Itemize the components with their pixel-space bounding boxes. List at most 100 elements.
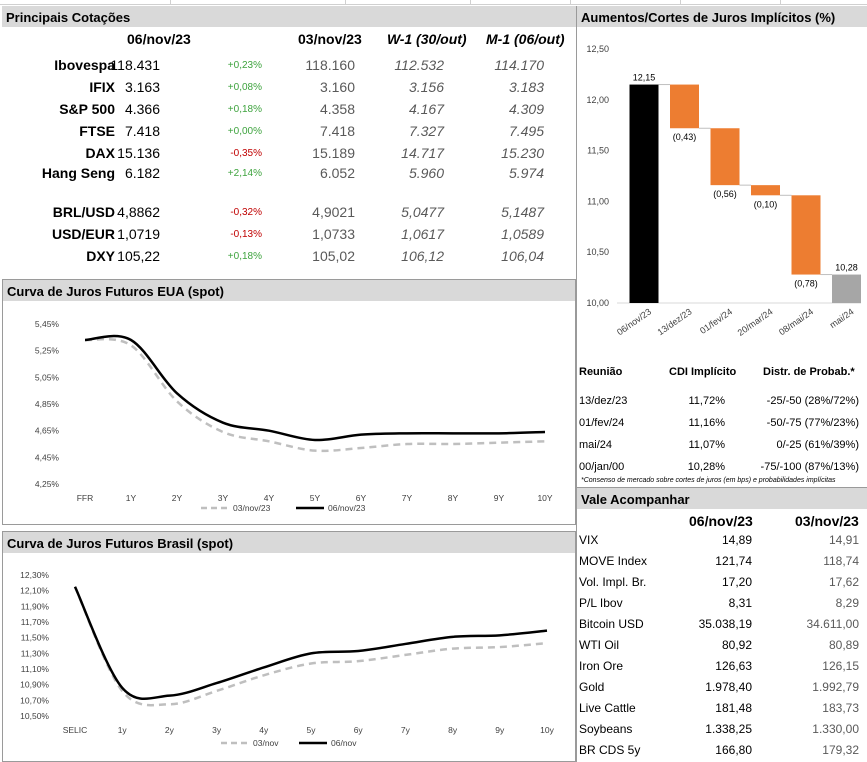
us-curve-title: Curva de Juros Futuros EUA (spot) [3, 280, 575, 301]
watch-current: 35.038,19 [698, 617, 752, 631]
quote-current: 6.182 [124, 165, 160, 181]
data-label: 12,15 [633, 73, 656, 83]
watch-prev: 34.611,00 [806, 617, 860, 631]
quote-name: BRL/USD [52, 204, 115, 220]
y-tick-label: 11,50 [587, 146, 609, 156]
watch-current: 8,31 [728, 596, 752, 610]
watch-current: 126,63 [715, 659, 752, 673]
y-tick-label: 10,90% [20, 680, 49, 690]
quote-m1: 1,0589 [501, 226, 544, 242]
x-tick-label: 8Y [448, 493, 459, 503]
x-tick-label: 3y [212, 725, 222, 735]
quote-change: +0,23% [227, 60, 262, 71]
quote-prev: 118.160 [305, 57, 355, 73]
quote-name: S&P 500 [59, 101, 115, 117]
quote-name: DXY [86, 248, 115, 264]
x-tick-label: 4y [259, 725, 269, 735]
watch-current: 1.338,25 [705, 722, 752, 736]
quote-m1: 106,04 [501, 248, 544, 264]
y-tick-label: 5,05% [35, 372, 60, 382]
watch-name: BR CDS 5y [579, 743, 641, 757]
quote-m1: 4.309 [508, 101, 544, 117]
waterfall-bar [791, 195, 821, 275]
watch-name: Live Cattle [579, 701, 636, 715]
watch-current: 121,74 [715, 554, 752, 568]
waterfall-chart: 10,00 10,50 11,00 11,50 12,00 12,50 12,15 (0,43… [586, 44, 861, 338]
rates-meeting: 01/fev/24 [579, 417, 625, 429]
waterfall-bar [710, 128, 740, 186]
rates-cdi: 11,07% [688, 439, 726, 451]
x-tick-label: SELIC [63, 725, 88, 735]
quote-name: DAX [85, 145, 115, 161]
rates-meeting: 00/jan/00 [579, 461, 625, 473]
quote-name: IFIX [89, 79, 115, 95]
quote-w1: 4.167 [408, 101, 444, 117]
quote-w1: 5.960 [408, 165, 444, 181]
quote-w1: 14.717 [401, 145, 444, 161]
rates-prob: 0/-25 (61%/39%) [776, 439, 859, 451]
quote-current: 105,22 [117, 248, 160, 264]
quote-current: 1,0719 [117, 226, 160, 242]
waterfall-bar [670, 84, 699, 129]
watch-prev: 17,62 [828, 575, 859, 589]
x-tick-label: FFR [77, 493, 94, 503]
x-tick-label: 5y [307, 725, 317, 735]
series-line-current [84, 334, 546, 442]
x-tick-label: 1Y [126, 493, 137, 503]
x-tick-label: 9y [495, 725, 505, 735]
y-tick-label: 10,70% [20, 695, 49, 705]
quote-change: -0,13% [230, 229, 262, 240]
x-tick-label: 8y [448, 725, 458, 735]
y-tick-label: 12,10% [20, 586, 49, 596]
watch-name: Bitcoin USD [579, 617, 644, 631]
quote-w1: 112.532 [394, 57, 444, 73]
data-label: (0,10) [754, 199, 778, 209]
x-tick-label: 4Y [264, 493, 275, 503]
quote-prev: 6.052 [319, 165, 355, 181]
waterfall-bar [832, 274, 861, 303]
watch-name: Gold [579, 680, 605, 694]
y-tick-label: 4,65% [35, 426, 60, 436]
quote-change: +0,18% [227, 251, 262, 262]
waterfall-panel: Aumentos/Cortes de Juros Implícitos (%) … [577, 6, 867, 360]
col-header-m1: M-1 (06/out) [486, 31, 565, 47]
y-tick-label: 11,50% [21, 633, 50, 643]
quote-current: 118.431 [110, 57, 160, 73]
col-header-prev: 03/nov/23 [298, 31, 362, 47]
legend-label: 03/nov/23 [233, 503, 271, 513]
y-tick-label: 11,90% [21, 601, 50, 611]
data-label: (0,78) [794, 279, 818, 289]
y-tick-label: 12,00 [586, 95, 609, 105]
x-tick-label: 20/mar/24 [736, 306, 775, 337]
br-curve-title: Curva de Juros Futuros Brasil (spot) [3, 532, 575, 553]
x-tick-label: 6y [354, 725, 364, 735]
x-tick-label: 2Y [172, 493, 183, 503]
quote-prev: 4.358 [319, 101, 355, 117]
y-tick-label: 5,25% [35, 346, 60, 356]
quote-change: +0,08% [227, 82, 262, 93]
quote-prev: 15.189 [312, 145, 355, 161]
quote-prev: 105,02 [312, 248, 355, 264]
quote-current: 15.136 [117, 145, 160, 161]
x-tick-label: 7Y [402, 493, 413, 503]
watch-current: 14,89 [721, 533, 752, 547]
waterfall-title: Aumentos/Cortes de Juros Implícitos (%) [577, 6, 867, 27]
rates-prob: -50/-75 (77%/23%) [766, 417, 859, 429]
quote-m1: 7.495 [508, 123, 544, 139]
x-tick-label: 6Y [356, 493, 367, 503]
series-line-previous [84, 337, 546, 453]
quote-m1: 5,1487 [501, 204, 544, 220]
rates-cdi: 10,28% [687, 461, 725, 473]
us-curve-panel: Curva de Juros Futuros EUA (spot) 4,25% 4… [2, 279, 576, 525]
quote-prev: 1,0733 [312, 226, 355, 242]
y-tick-label: 12,30% [20, 570, 49, 580]
quote-m1: 15.230 [501, 145, 544, 161]
x-tick-label: 2y [165, 725, 175, 735]
us-curve-chart: 4,25% 4,45% 4,65% 4,85% 5,05% 5,25% 5,45% FFR 1Y… [35, 319, 553, 513]
x-tick-label: 10y [540, 725, 554, 735]
quote-current: 4.366 [124, 101, 160, 117]
watch-current: 181,48 [715, 701, 752, 715]
y-tick-label: 11,00 [587, 196, 609, 206]
br-curve-chart: 10,50% 10,70% 10,90% 11,10% 11,30% 11,50% 11,7… [20, 570, 554, 748]
y-tick-label: 10,50 [586, 247, 609, 257]
